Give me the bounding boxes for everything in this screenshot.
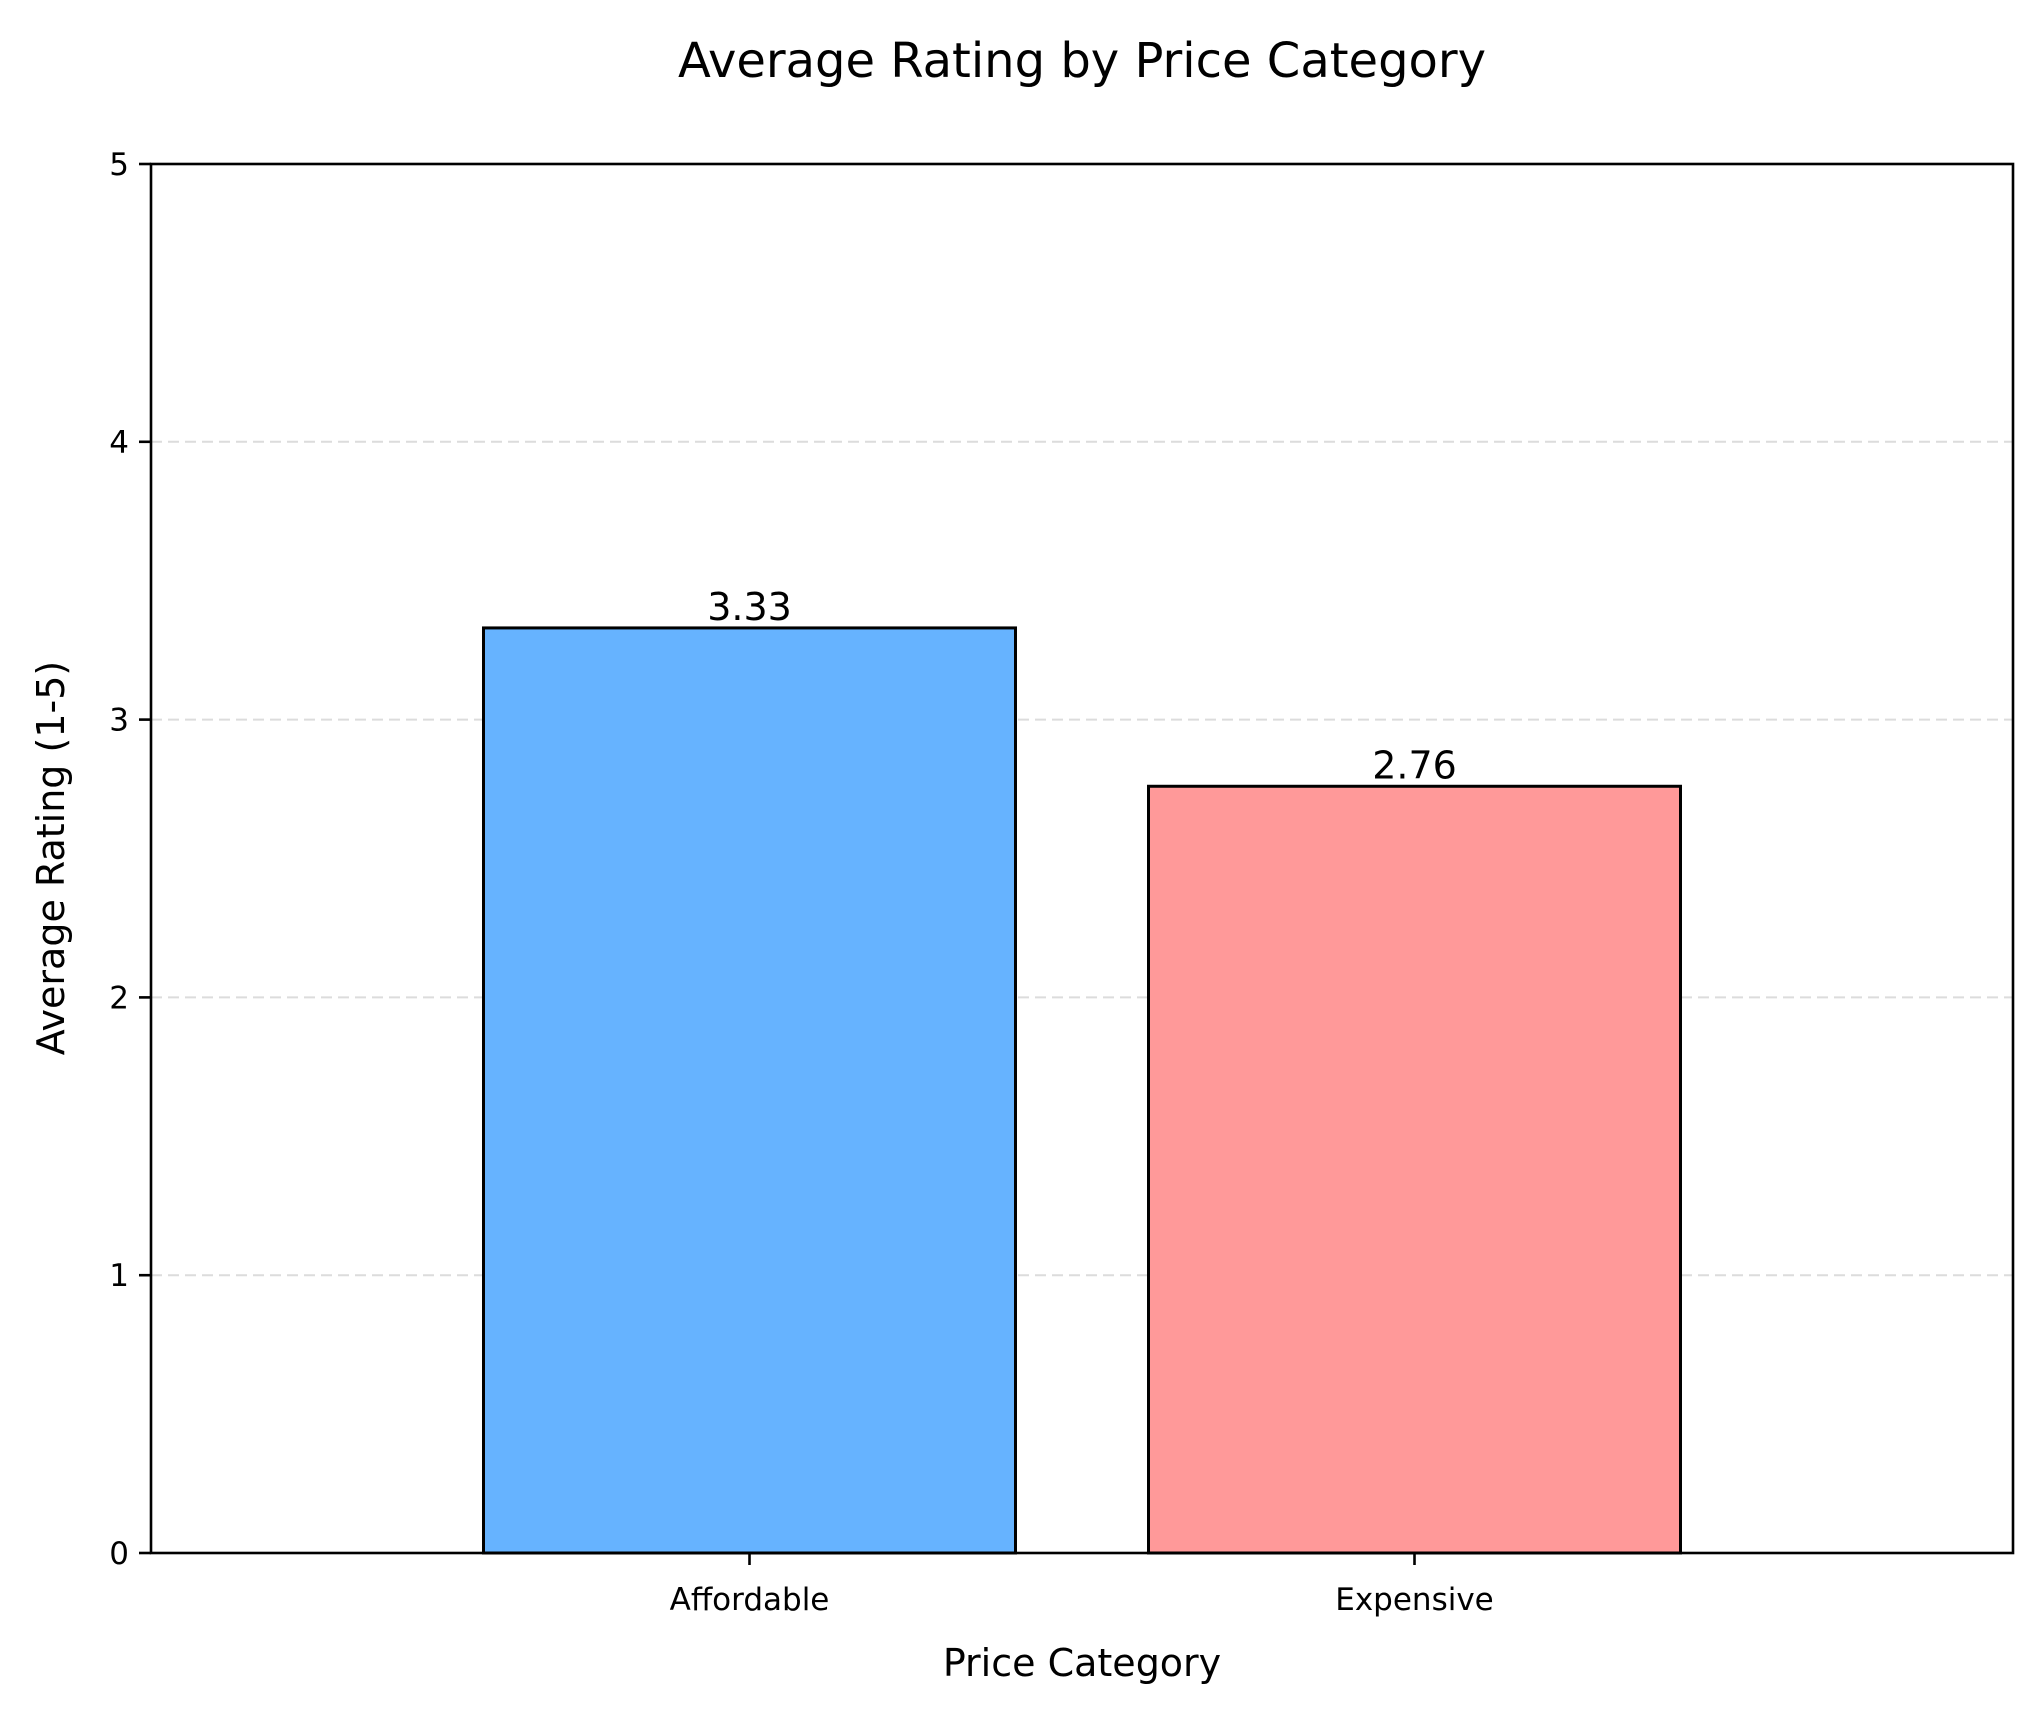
y-axis-label: Average Rating (1-5) (29, 661, 73, 1055)
y-tick-label: 2 (109, 980, 129, 1016)
data-label-affordable: 3.33 (707, 585, 792, 629)
x-axis: Affordable Expensive (670, 1553, 1494, 1618)
y-tick-label: 1 (109, 1258, 129, 1294)
chart-title: Average Rating by Price Category (678, 33, 1486, 89)
y-axis: 0 1 2 3 4 5 (109, 147, 151, 1572)
data-label-expensive: 2.76 (1372, 743, 1457, 787)
x-tick-label: Affordable (670, 1582, 830, 1618)
y-tick-label: 4 (109, 425, 129, 461)
y-tick-label: 5 (109, 147, 129, 183)
y-tick-label: 0 (109, 1536, 129, 1572)
y-tick-label: 3 (109, 703, 129, 739)
bar-affordable (482, 626, 1017, 1555)
x-tick-label: Expensive (1335, 1582, 1494, 1618)
bar-series (482, 626, 1682, 1555)
bar-expensive (1147, 784, 1682, 1555)
data-labels: 3.33 2.76 (707, 585, 1457, 787)
plot-frame (149, 162, 2015, 1555)
grid-lines (151, 440, 2013, 1277)
x-axis-label: Price Category (943, 1641, 1221, 1685)
